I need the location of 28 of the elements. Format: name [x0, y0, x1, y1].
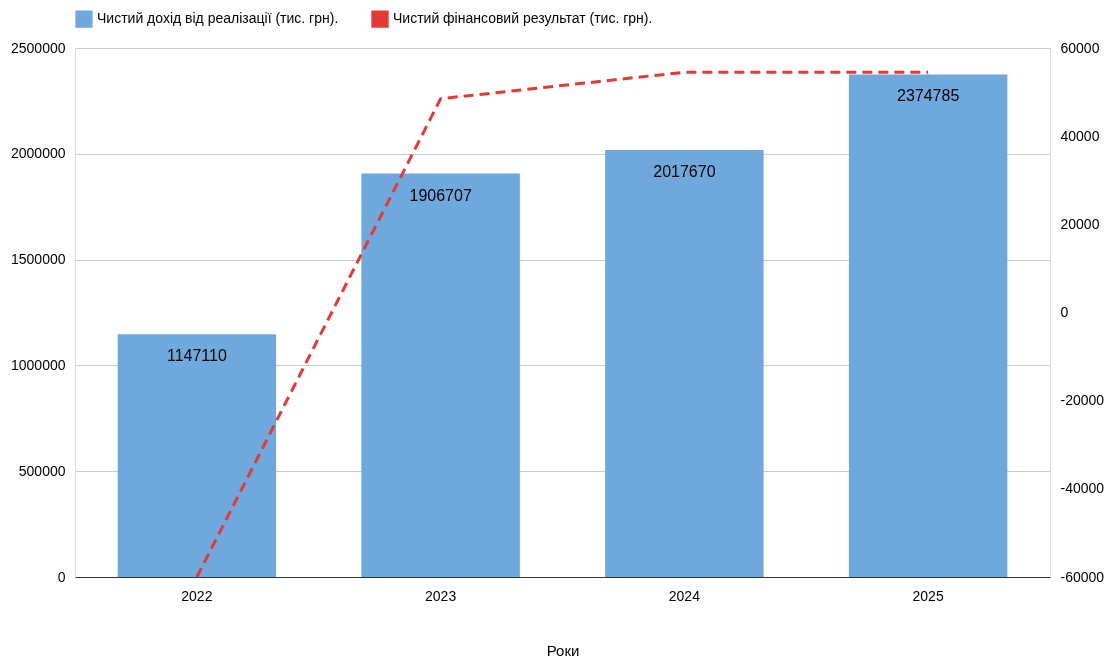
y-tick-label: 500000: [18, 462, 66, 479]
x-tick-label: 2024: [668, 587, 701, 604]
y2-tick-label: -60000: [1060, 568, 1105, 585]
bar: [848, 74, 1008, 577]
y-tick-label: 2000000: [10, 145, 66, 162]
legend-label: Чистий дохід від реалізації (тис. грн).: [97, 10, 339, 27]
x-tick-label: 2022: [181, 587, 213, 604]
y2-tick-label: 40000: [1060, 127, 1100, 144]
data-label: 1147110: [166, 347, 227, 365]
y2-tick-label: 60000: [1060, 39, 1100, 56]
y2-tick-label: -20000: [1060, 392, 1105, 409]
x-tick-label: 2025: [912, 587, 944, 604]
data-label: 1906707: [409, 186, 472, 204]
bar: [605, 150, 764, 577]
data-label: 2374785: [896, 87, 960, 105]
y-tick-label: 1000000: [10, 356, 66, 373]
bar: [117, 334, 277, 577]
x-axis-title: Роки: [546, 641, 580, 659]
y2-tick-label: -40000: [1060, 480, 1105, 497]
y-tick-label: 1500000: [10, 251, 66, 268]
y2-tick-label: 0: [1060, 304, 1069, 320]
data-label: 2017670: [653, 163, 716, 181]
y-tick-label: 2500000: [10, 39, 66, 56]
legend-label: Чистий фінансовий результат (тис. грн).: [393, 10, 653, 27]
y2-tick-label: 20000: [1060, 215, 1100, 232]
y-tick-label: 0: [57, 568, 66, 585]
x-tick-label: 2023: [425, 587, 457, 604]
bar: [361, 173, 520, 577]
